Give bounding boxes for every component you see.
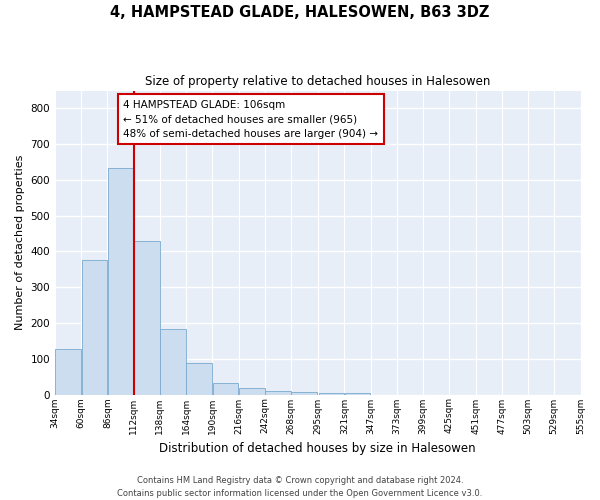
Bar [345,392,370,394]
Bar [82,260,107,394]
Bar [160,329,186,394]
Y-axis label: Number of detached properties: Number of detached properties [15,155,25,330]
Text: 4, HAMPSTEAD GLADE, HALESOWEN, B63 3DZ: 4, HAMPSTEAD GLADE, HALESOWEN, B63 3DZ [110,5,490,20]
Bar [134,240,160,394]
Text: Contains HM Land Registry data © Crown copyright and database right 2024.
Contai: Contains HM Land Registry data © Crown c… [118,476,482,498]
Bar [265,391,291,394]
Bar [239,388,265,394]
X-axis label: Distribution of detached houses by size in Halesowen: Distribution of detached houses by size … [160,442,476,455]
Title: Size of property relative to detached houses in Halesowen: Size of property relative to detached ho… [145,75,490,88]
Text: 4 HAMPSTEAD GLADE: 106sqm
← 51% of detached houses are smaller (965)
48% of semi: 4 HAMPSTEAD GLADE: 106sqm ← 51% of detac… [124,100,379,140]
Bar [212,382,238,394]
Bar [187,363,212,394]
Bar [291,392,317,394]
Bar [108,168,133,394]
Bar [319,392,344,394]
Bar [55,348,81,395]
